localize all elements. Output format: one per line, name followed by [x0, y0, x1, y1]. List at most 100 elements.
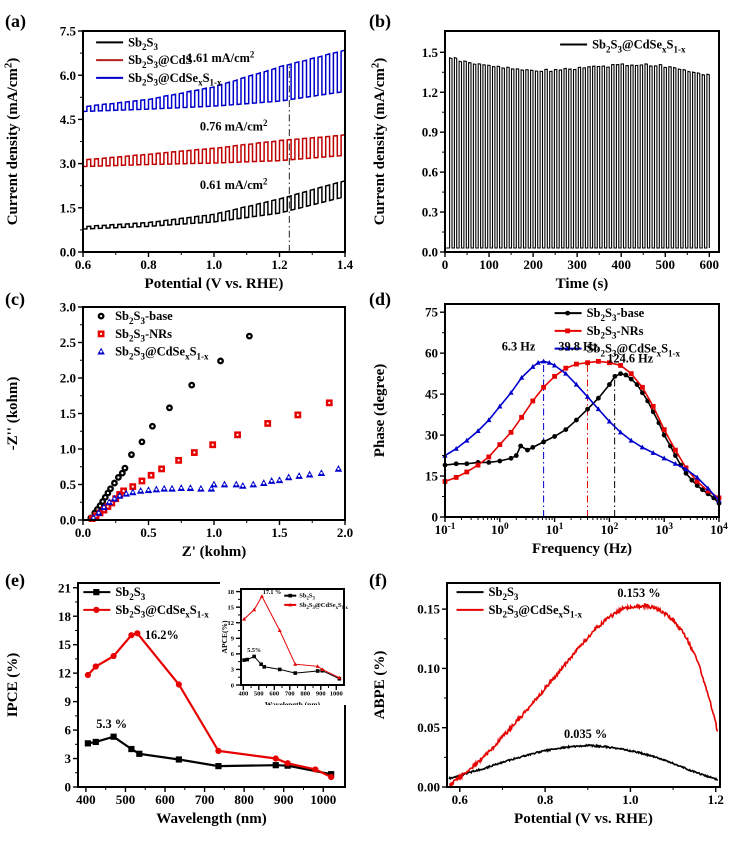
marker-square: [585, 360, 590, 366]
y-axis-label: Current density (mA/cm2): [2, 58, 21, 226]
x-tick-label: 0.8: [140, 257, 157, 272]
y-tick-label: 1.5: [60, 200, 77, 215]
marker-square: [252, 654, 256, 659]
annotation: 5.5%: [247, 648, 261, 654]
x-tick-label: 101: [546, 522, 564, 537]
x-tick-label: 200: [523, 257, 543, 272]
x-axis-label: Frequency (Hz): [532, 541, 632, 557]
marker-triangle: [252, 607, 257, 612]
panel-a-chopped-lsv-plot: 0.6 0.8 1.0 1.2 1.4 0.0 1.5 3.0 4.5 6.0 7.5 Potenti…: [2, 11, 353, 292]
y-tick-label: 3: [231, 667, 235, 674]
marker-center-dot: [262, 481, 265, 485]
x-axis-label: Wavelength (nm): [265, 700, 321, 705]
marker-center-dot: [140, 440, 144, 444]
marker-circle: [312, 766, 319, 773]
y-tick-label: 12: [228, 620, 235, 627]
marker-center-dot: [337, 467, 340, 471]
y-tick-label: 0.00: [417, 780, 440, 795]
legend-label: Sb2S3@CdSexS1-x: [489, 603, 583, 620]
panel-e-apce-inset-plot: 400 500 600 700 800 900 1000 0 3 6 9 12 15 18 Waveleng…: [220, 581, 350, 705]
y-tick-label: 1.5: [60, 406, 77, 421]
y-tick-label: 0.5: [60, 477, 77, 492]
marker-square: [136, 750, 143, 757]
marker-center-dot: [131, 485, 134, 488]
y-tick-label: 60: [425, 346, 438, 361]
y-tick-label: 0: [231, 682, 234, 689]
marker-center-dot: [123, 467, 127, 470]
marker-square: [84, 740, 91, 747]
marker-square: [293, 671, 298, 675]
marker-square: [128, 745, 135, 753]
y-axis-label: Current density (mA/cm2): [369, 58, 388, 226]
x-tick-label: 0.0: [75, 525, 91, 540]
x-tick-label: 1.0: [206, 257, 222, 272]
marker-triangle: [453, 445, 459, 451]
y-tick-label: 0.05: [417, 720, 440, 735]
series-Sb2S3@CdSexS1-x: [444, 360, 720, 502]
y-tick-label: 21: [58, 580, 71, 595]
marker-center-dot: [104, 496, 107, 499]
marker-circle: [585, 406, 590, 412]
marker-center-dot: [122, 489, 125, 493]
marker-square: [453, 475, 459, 480]
marker-center-dot: [248, 334, 251, 338]
marker-circle: [92, 663, 99, 670]
series-Sb2S3: [82, 179, 346, 230]
x-tick-label: 2.0: [337, 525, 353, 540]
marker-square: [607, 360, 612, 366]
panel-d-bode-phase-plot: 10-1 100 101 102 103 104 0 15 30 45 60 75 Frequency …: [369, 289, 728, 557]
series-Sb2S3: [244, 655, 340, 680]
marker-circle: [525, 447, 530, 453]
marker-triangle: [486, 417, 492, 423]
marker-circle: [541, 439, 547, 445]
y-tick-label: 0.0: [60, 513, 76, 528]
y-tick-label: 0.0: [60, 245, 76, 260]
marker-circle: [508, 455, 514, 461]
legend-label: Sb2S3-NRs: [587, 324, 644, 341]
marker-center-dot: [92, 516, 95, 519]
marker-square: [530, 398, 536, 404]
y-tick-label: 0: [65, 780, 72, 795]
marker-square: [705, 488, 711, 494]
y-tick-label: 18: [58, 609, 72, 624]
marker-center-dot: [199, 487, 203, 490]
legend-label: Sb2S3: [115, 585, 145, 602]
marker-square: [259, 662, 263, 667]
panel-e-ipce-plot: 400 500 600 700 800 900 1000 0 3 6 9 12 15 18 21 Wavele…: [5, 570, 346, 827]
y-tick-label: 15: [425, 469, 439, 484]
annotation: 6.3 Hz: [502, 339, 536, 353]
legend-label: Sb2S3: [128, 35, 158, 52]
x-tick-label: 103: [655, 522, 673, 537]
marker-triangle: [563, 370, 569, 376]
marker-square: [272, 762, 279, 769]
marker-square: [175, 756, 182, 763]
y-tick-label: 4.5: [60, 112, 77, 127]
marker-circle: [694, 483, 700, 488]
marker-circle: [672, 453, 678, 458]
marker-center-dot: [266, 422, 269, 425]
marker-center-dot: [101, 500, 104, 503]
marker-triangle: [508, 389, 514, 395]
marker-circle: [110, 652, 117, 660]
y-tick-label: 2.5: [60, 335, 77, 350]
panel-letter: (c): [5, 289, 25, 310]
y-tick-label: 7.5: [60, 24, 77, 39]
legend-label: Sb2S3-base: [115, 309, 173, 326]
marker-center-dot: [108, 501, 111, 504]
marker-square: [262, 665, 267, 669]
marker-center-dot: [125, 492, 128, 495]
y-tick-label: 1.0: [60, 442, 76, 457]
annotation: 16.2%: [145, 628, 179, 642]
legend-label: Sb2S3@CdSexS1-x: [115, 603, 209, 620]
series-Sb2S3-base: [444, 372, 720, 504]
marker-square: [277, 667, 282, 672]
marker-center-dot: [177, 459, 180, 462]
x-axis-label: Wavelength (nm): [156, 811, 266, 827]
x-tick-label: 300: [567, 257, 587, 272]
marker-triangle: [694, 474, 700, 480]
panel-c-nyquist-plot: 0.0 0.5 1.0 1.5 2.0 0.0 0.5 1.0 1.5 2.0 2.5 3.0 Z' (…: [5, 289, 353, 560]
y-tick-label: 15: [58, 637, 72, 652]
marker-square: [639, 384, 645, 390]
x-tick-label: 1000: [330, 691, 343, 698]
marker-square: [242, 658, 246, 662]
